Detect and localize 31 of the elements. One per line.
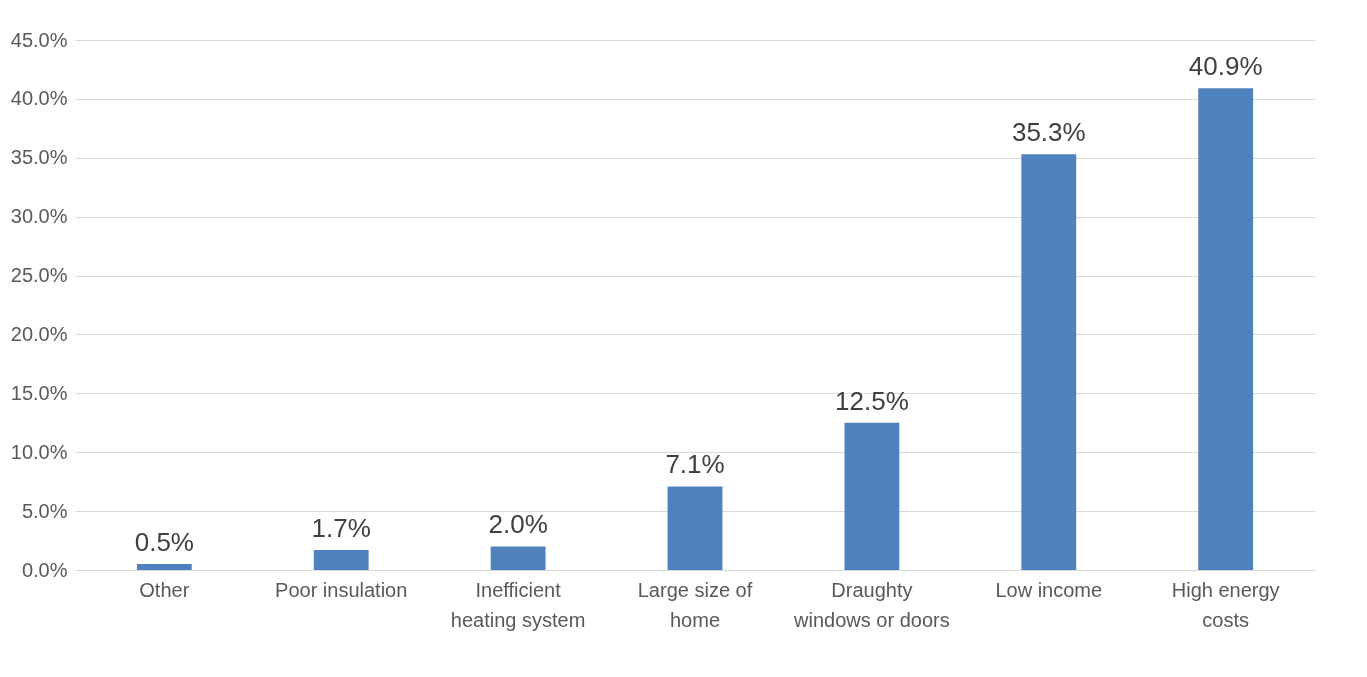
y-tick-label: 45.0% <box>10 28 68 51</box>
x-tick-label: Low income <box>995 578 1103 601</box>
y-tick-label: 0.0% <box>21 558 68 581</box>
x-tick-label: Large size of home <box>637 578 753 631</box>
bar <box>1021 154 1077 570</box>
data-label: 0.5% <box>134 527 194 558</box>
bar <box>490 546 546 570</box>
data-label: 7.1% <box>665 449 725 480</box>
x-tick-label: Inefficient heating system <box>450 578 586 631</box>
data-label: 2.0% <box>488 509 548 540</box>
x-tick-label: Draughty windows or doors <box>793 578 950 631</box>
y-tick-label: 10.0% <box>10 440 68 463</box>
bar <box>1198 88 1254 570</box>
x-tick-label: High energy costs <box>1171 578 1280 631</box>
y-tick-label: 30.0% <box>10 205 68 228</box>
y-tick-label: 5.0% <box>21 499 68 522</box>
y-tick-label: 20.0% <box>10 322 68 345</box>
x-tick-label: Other <box>139 578 190 601</box>
data-label: 35.3% <box>1011 117 1086 148</box>
bar <box>136 564 192 570</box>
data-label: 40.9% <box>1188 51 1263 82</box>
y-tick-label: 40.0% <box>10 87 68 110</box>
data-label: 12.5% <box>835 385 909 416</box>
bar <box>313 549 369 570</box>
bar <box>667 486 723 570</box>
y-tick-label: 15.0% <box>10 381 68 404</box>
y-tick-label: 25.0% <box>10 264 68 287</box>
data-label: 1.7% <box>311 512 371 543</box>
x-tick-label: Poor insulation <box>275 578 408 601</box>
y-tick-label: 35.0% <box>10 146 68 169</box>
bar <box>844 422 900 570</box>
